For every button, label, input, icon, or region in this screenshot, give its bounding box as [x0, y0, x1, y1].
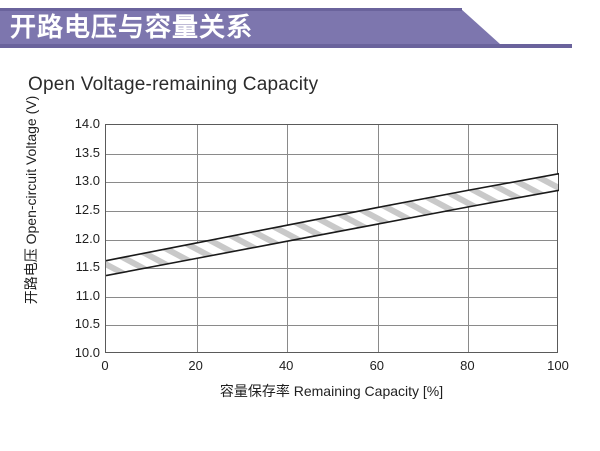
x-tick-label: 100 [547, 358, 569, 373]
y-tick-label: 11.5 [75, 259, 100, 275]
x-axis-title-en: Remaining Capacity [%] [293, 383, 444, 399]
gridline-horizontal [106, 210, 557, 212]
x-axis-title-cn: 容量保存率 [219, 384, 290, 400]
y-axis-title-cn: 开路电压 [24, 248, 40, 305]
x-tick-label: 20 [188, 358, 203, 373]
y-axis-title: 开路电压 Open-circuit Voltage (V) [21, 85, 41, 315]
gridline-horizontal [106, 268, 557, 270]
y-axis-ticks: 14.0 13.5 13.0 12.5 12.0 11.5 11.0 10.5 … [52, 116, 100, 360]
y-tick-label: 10.0 [74, 345, 100, 360]
banner-shape [0, 8, 572, 48]
y-tick-label: 12.5 [74, 201, 100, 217]
y-tick-label: 11.0 [75, 287, 100, 303]
y-tick-label: 14.0 [74, 116, 100, 131]
gridline-horizontal [106, 296, 557, 298]
x-tick-label: 80 [460, 358, 475, 373]
y-tick-label: 12.0 [74, 230, 100, 246]
page-title: 开路电压与容量关系 [10, 13, 254, 43]
y-tick-label: 13.0 [74, 173, 100, 189]
y-tick-label: 13.5 [74, 144, 100, 160]
gridline-horizontal [106, 182, 557, 184]
gridline-horizontal [106, 153, 557, 155]
x-tick-label: 60 [369, 358, 385, 373]
gridline-horizontal [106, 325, 557, 327]
x-axis-ticks: 0 20 40 60 80 100 [101, 358, 568, 376]
gridline-vertical [377, 125, 379, 352]
header-banner: 开路电压与容量关系 [0, 8, 572, 48]
voltage-capacity-band [106, 172, 559, 277]
x-tick-label: 40 [278, 358, 294, 373]
gridline-vertical [468, 125, 470, 352]
gridline-horizontal [106, 239, 557, 241]
plot-area [105, 124, 559, 353]
y-tick-label: 10.5 [74, 316, 100, 332]
chart-title: Open Voltage-remaining Capacity [28, 74, 319, 95]
y-axis-title-en: Open-circuit Voltage (V) [23, 95, 39, 245]
x-axis-title: 容量保存率 Remaining Capacity [%] [105, 381, 558, 401]
x-tick-label: 0 [101, 358, 109, 373]
gridline-vertical [196, 125, 198, 352]
